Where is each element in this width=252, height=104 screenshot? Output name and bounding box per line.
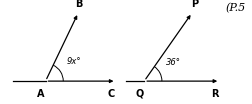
Text: B: B — [74, 0, 82, 9]
Text: A: A — [37, 89, 44, 99]
Text: 9x°: 9x° — [67, 57, 81, 66]
Text: Q: Q — [135, 89, 143, 99]
Text: 36°: 36° — [166, 58, 181, 67]
Text: R: R — [210, 89, 218, 99]
Text: P: P — [191, 0, 198, 9]
Text: (P.5: (P.5 — [224, 3, 244, 14]
Text: C: C — [107, 89, 114, 99]
